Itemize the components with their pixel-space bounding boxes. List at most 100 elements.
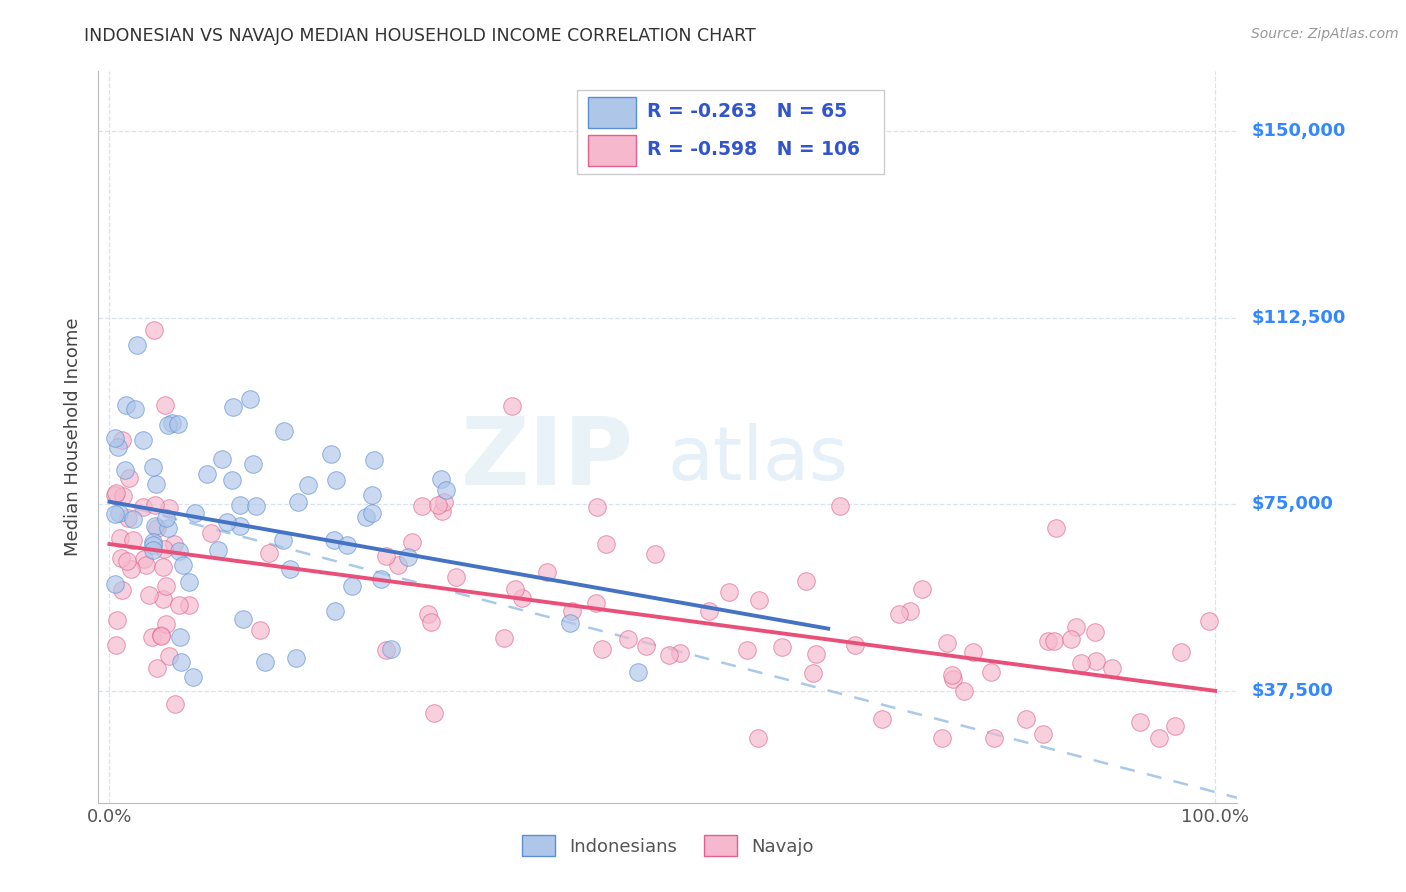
Point — [138, 588, 160, 602]
Point — [110, 531, 132, 545]
Point — [1170, 645, 1192, 659]
Point — [142, 460, 165, 475]
Point — [249, 623, 271, 637]
Text: INDONESIAN VS NAVAJO MEDIAN HOUSEHOLD INCOME CORRELATION CHART: INDONESIAN VS NAVAJO MEDIAN HOUSEHOLD IN… — [84, 27, 756, 45]
FancyBboxPatch shape — [588, 97, 636, 128]
Point — [229, 518, 252, 533]
Point — [271, 533, 294, 547]
Point — [375, 549, 398, 563]
Point — [177, 598, 200, 612]
Point — [166, 417, 188, 432]
Point — [155, 579, 177, 593]
Point — [221, 473, 243, 487]
Point — [122, 533, 145, 547]
Point — [107, 440, 129, 454]
Point — [669, 646, 692, 660]
Point — [273, 424, 295, 438]
Point — [184, 506, 207, 520]
Point — [157, 648, 180, 663]
Point — [127, 338, 149, 352]
Point — [501, 399, 523, 413]
Point — [1164, 719, 1187, 733]
Point — [911, 582, 934, 597]
Point — [747, 731, 769, 745]
Point — [153, 398, 176, 412]
Point — [942, 672, 965, 686]
Point — [104, 431, 127, 445]
Point — [980, 665, 1002, 680]
Point — [323, 604, 346, 618]
Point — [1060, 632, 1083, 646]
Point — [135, 558, 157, 573]
FancyBboxPatch shape — [588, 135, 636, 166]
Point — [239, 392, 262, 406]
Point — [360, 506, 382, 520]
Point — [242, 458, 264, 472]
Point — [150, 628, 173, 642]
Point — [107, 506, 129, 520]
Point — [770, 640, 793, 654]
Point — [953, 683, 976, 698]
Point — [141, 630, 163, 644]
Point — [157, 418, 180, 433]
Point — [717, 585, 740, 599]
Point — [396, 549, 419, 564]
Point — [319, 448, 342, 462]
Point — [361, 488, 384, 502]
Point — [627, 665, 650, 679]
Point — [503, 582, 526, 596]
Point — [325, 473, 347, 487]
Point — [297, 478, 319, 492]
Point — [536, 565, 558, 579]
Point — [120, 562, 142, 576]
Point — [152, 592, 174, 607]
Point — [111, 434, 134, 448]
Point — [287, 495, 309, 509]
Point — [232, 612, 254, 626]
Point — [169, 630, 191, 644]
Point — [132, 500, 155, 514]
Point — [254, 655, 277, 669]
Point — [983, 731, 1005, 745]
Point — [941, 667, 963, 681]
Point — [105, 638, 128, 652]
Point — [152, 560, 174, 574]
Text: R = -0.598   N = 106: R = -0.598 N = 106 — [647, 140, 860, 159]
Point — [1032, 727, 1054, 741]
Text: $150,000: $150,000 — [1251, 122, 1346, 140]
Point — [644, 547, 666, 561]
Legend: Indonesians, Navajo: Indonesians, Navajo — [515, 828, 821, 863]
Point — [420, 615, 443, 629]
Point — [375, 643, 398, 657]
Point — [118, 471, 141, 485]
Point — [1198, 614, 1220, 628]
Point — [830, 500, 852, 514]
Point — [870, 712, 893, 726]
Point — [245, 499, 267, 513]
Point — [889, 607, 911, 621]
Point — [1085, 654, 1108, 668]
Point — [1101, 661, 1123, 675]
Point — [117, 554, 139, 568]
Point — [323, 533, 346, 548]
Point — [1064, 620, 1087, 634]
Point — [181, 670, 204, 684]
Point — [117, 510, 139, 524]
Point — [105, 613, 128, 627]
Point — [122, 512, 145, 526]
Point — [801, 665, 824, 680]
Point — [844, 638, 866, 652]
Point — [931, 731, 953, 745]
Point — [157, 501, 180, 516]
Point — [561, 604, 583, 618]
Point — [104, 508, 127, 522]
Point — [444, 570, 467, 584]
Point — [1045, 521, 1067, 535]
Point — [143, 498, 166, 512]
Point — [510, 591, 533, 605]
Point — [285, 651, 308, 665]
Point — [177, 575, 200, 590]
Point — [411, 499, 433, 513]
Point — [145, 476, 167, 491]
Point — [342, 579, 364, 593]
